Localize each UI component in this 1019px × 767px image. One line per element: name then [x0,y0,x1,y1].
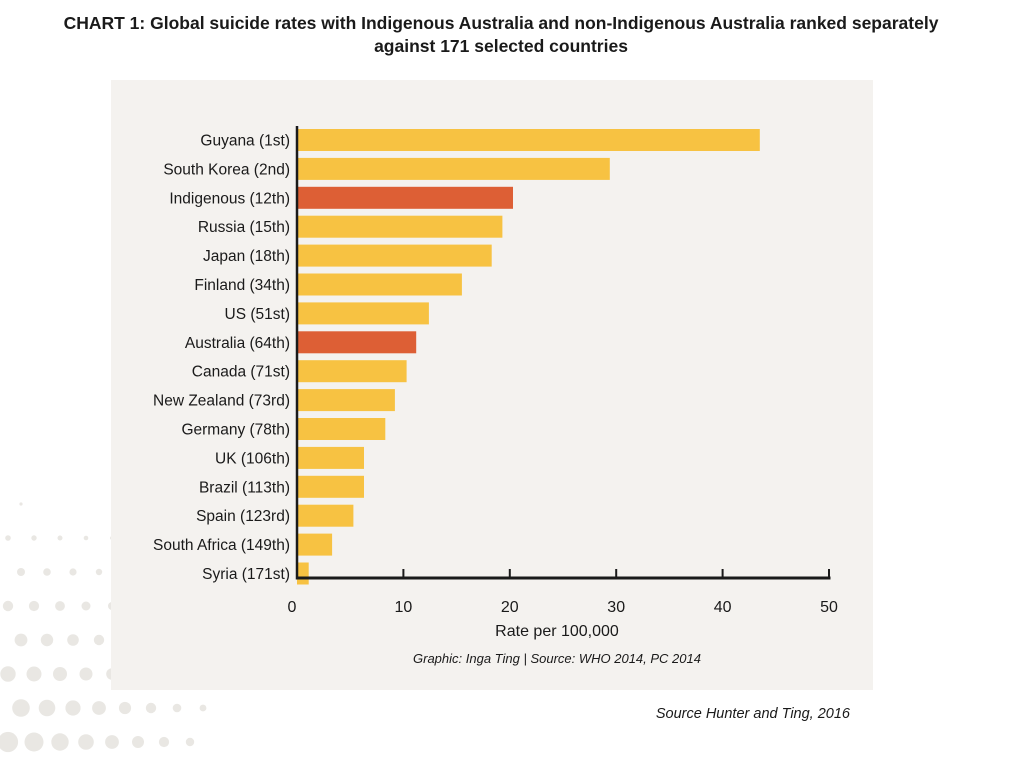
background-dot [17,568,25,576]
x-tick-label: 20 [501,599,519,616]
bar [297,475,364,498]
chart-panel: Guyana (1st) South Korea (2nd) Indigenous … [111,80,873,690]
bar [297,273,462,296]
bar [297,533,333,556]
background-dot [69,568,77,576]
x-tick-label: 30 [607,599,625,616]
background-dot [51,733,69,751]
background-dot [28,600,40,612]
category-label: Germany (78th) [181,422,290,439]
chart-title: CHART 1: Global suicide rates with Indig… [6,12,996,58]
category-label: Russia (15th) [198,219,290,236]
background-dot [5,535,11,541]
background-dot [38,699,56,717]
background-dot [65,700,81,716]
x-tick-label: 40 [714,599,732,616]
background-dot [0,731,19,753]
background-dot [158,736,170,748]
bar [297,302,429,325]
x-axis-label: Rate per 100,000 [495,623,619,640]
background-dot [40,633,54,647]
x-tick-label: 50 [820,599,838,616]
background-dot [55,601,65,611]
background-dot [43,568,51,576]
graphic-credit: Graphic: Inga Ting | Source: WHO 2014, P… [413,651,701,666]
bar [297,562,309,585]
category-label: Spain (123rd) [196,508,290,525]
bar [297,360,407,383]
background-dot [12,699,30,717]
background-dot [92,701,106,715]
background-dot [14,633,28,647]
category-label: US (51st) [225,306,290,323]
background-dot [81,601,91,611]
background-dot [79,667,93,681]
background-dot [172,703,182,713]
background-dot [26,666,42,682]
bar [297,504,354,527]
x-tick-label: 0 [288,599,297,616]
x-tick-label: 10 [395,599,413,616]
background-dot [19,502,23,506]
background-dot [67,634,79,646]
category-label: Guyana (1st) [200,133,290,150]
bar [297,244,492,267]
category-label: Japan (18th) [203,248,290,265]
background-dot [105,735,119,749]
background-dot [0,666,16,682]
chart-title-line2: against 171 selected countries [374,36,628,56]
category-label: Syria (171st) [202,566,290,583]
category-label: Australia (64th) [185,335,290,352]
bar [297,215,503,238]
category-label: South Africa (149th) [153,537,290,554]
background-dot [93,634,105,646]
bar [297,331,417,354]
background-dot [24,732,44,752]
background-dot [95,568,103,576]
bar [297,446,364,469]
background-dot [145,702,157,714]
chart-title-line1: Global suicide rates with Indigenous Aus… [150,13,939,33]
bar-chart: Guyana (1st) South Korea (2nd) Indigenous … [153,126,838,666]
bar [297,157,610,180]
background-dot [31,535,37,541]
x-ticks: 0 10 20 30 40 50 [288,569,838,616]
category-label: New Zealand (73rd) [153,393,290,410]
background-dot [2,600,14,612]
category-label: Canada (71st) [192,364,290,381]
bar [297,186,513,209]
chart-number-label: CHART 1: [63,13,146,33]
background-dot [78,734,94,750]
category-label: Finland (34th) [194,277,290,294]
bar [297,389,395,412]
background-dot [57,535,63,541]
background-dot [185,737,195,747]
background-dot [118,701,132,715]
bar [297,418,386,440]
category-label: Indigenous (12th) [169,190,290,207]
category-label: South Korea (2nd) [163,161,290,178]
background-dot [199,704,207,712]
bar [297,129,760,151]
background-dot [53,667,67,681]
category-labels: Guyana (1st) South Korea (2nd) Indigenous … [153,133,290,584]
category-label: UK (106th) [215,450,290,467]
category-label: Brazil (113th) [199,479,290,496]
background-dot [83,535,89,541]
bars [297,129,760,585]
background-dot [132,736,144,748]
source-note: Source Hunter and Ting, 2016 [655,706,850,722]
